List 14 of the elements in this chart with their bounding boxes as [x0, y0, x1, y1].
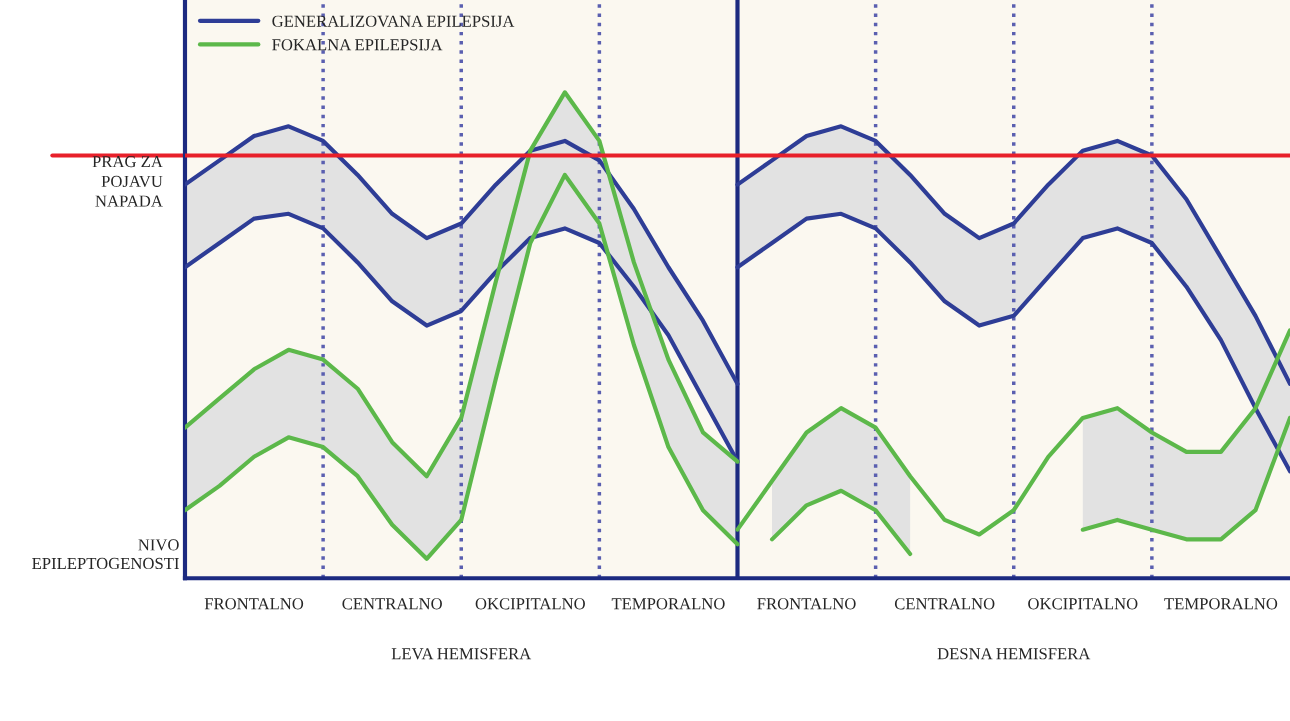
- x-tick-label: OKCIPITALNO: [1028, 598, 1138, 610]
- y-axis-title: NIVO EPILEPTOGENOSTI: [32, 539, 179, 570]
- legend-label: GENERALIZOVANA EPILEPSIJA: [272, 15, 515, 27]
- ref-line-label: PRAG ZA POJAVU NAPADA: [92, 156, 163, 207]
- x-tick-label: TEMPORALNO: [611, 598, 725, 610]
- x-tick-label: CENTRALNO: [894, 598, 995, 610]
- x-tick-label: FRONTALNO: [204, 598, 304, 610]
- legend-label: FOKALNA EPILEPSIJA: [272, 39, 443, 51]
- x-tick-label: FRONTALNO: [757, 598, 856, 610]
- text: LEVA HEMISFERA: [391, 648, 532, 660]
- x-tick-label: OKCIPITALNO: [475, 598, 585, 610]
- text: DESNA HEMISFERA: [937, 648, 1091, 660]
- x-tick-label: CENTRALNO: [342, 598, 442, 610]
- x-tick-label: TEMPORALNO: [1164, 598, 1278, 610]
